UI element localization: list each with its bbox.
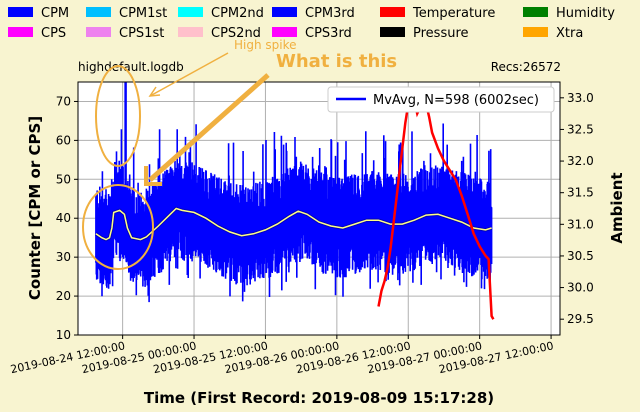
y2-tick-label: 33.0 (567, 91, 594, 105)
y2-axis-ticks: 29.5 30.0 30.5 31.0 31.5 32.0 32.5 33.0 (560, 91, 594, 326)
legend-label-humidity: Humidity (556, 6, 615, 21)
legend-swatch-cpm2nd (178, 7, 203, 17)
y2-tick-label: 32.0 (567, 154, 594, 168)
inner-legend-label: MvAvg, N=598 (6002sec) (373, 93, 539, 108)
legend-label-cpm: CPM (41, 6, 69, 21)
legend-label-cps1st: CPS1st (119, 26, 164, 41)
y2-tick-label: 30.5 (567, 249, 594, 263)
question-arrow (148, 73, 270, 182)
y-tick-label: 30 (56, 250, 71, 264)
y2-tick-label: 32.5 (567, 122, 594, 136)
plot-frame (77, 81, 561, 336)
filename-label: highdefault.logdb (78, 60, 184, 74)
legend-swatch-cps3rd (272, 27, 297, 37)
legend-swatch-pressure (380, 27, 405, 37)
series-mvavg (95, 207, 492, 241)
legend-swatch-humidity (523, 7, 548, 17)
annotations: High spike What is this (82, 38, 397, 270)
y-tick-label: 10 (56, 328, 71, 342)
legend-label-cpm2nd: CPM2nd (211, 6, 264, 21)
legend-label-cpm1st: CPM1st (119, 6, 167, 21)
legend-label-xtra: Xtra (556, 26, 583, 41)
legend-swatch-xtra (523, 27, 548, 37)
legend-swatch-cpm (8, 7, 33, 17)
spike-circle (95, 65, 141, 167)
y-tick-label: 60 (56, 133, 71, 147)
legend-label-cps3rd: CPS3rd (305, 26, 352, 41)
legend-label-cps2nd: CPS2nd (211, 26, 261, 41)
spike-annotation: High spike (234, 38, 297, 52)
legend-label-cps: CPS (41, 26, 66, 41)
legend-label-pressure: Pressure (413, 26, 469, 41)
legend-swatch-cps1st (86, 27, 111, 37)
legend-swatch-cps (8, 27, 33, 37)
question-annotation: What is this (276, 51, 397, 72)
y-tick-label: 70 (56, 94, 71, 108)
y2-axis-title: Ambient (608, 172, 626, 243)
legend-swatch-cpm1st (86, 7, 111, 17)
x-axis-title: Time (First Record: 2019-08-09 15:17:28) (144, 389, 494, 407)
y-tick-label: 50 (56, 172, 71, 186)
figure-legend: CPM CPM1st CPM2nd CPM3rd Temperature Humidity… (8, 6, 615, 41)
records-label: Recs:26572 (491, 60, 561, 74)
inner-legend: MvAvg, N=598 (6002sec) (327, 86, 555, 113)
legend-swatch-cpm3rd (272, 7, 297, 17)
spike-arrow (149, 52, 229, 97)
bump-circle (82, 184, 154, 270)
y2-tick-label: 31.5 (567, 186, 594, 200)
y2-tick-label: 30.0 (567, 281, 594, 295)
y-tick-label: 20 (56, 289, 71, 303)
question-arrowhead (144, 166, 162, 186)
legend-swatch-cps2nd (178, 27, 203, 37)
y-tick-label: 40 (56, 211, 71, 225)
legend-label-temperature: Temperature (412, 6, 495, 21)
legend-swatch-temperature (380, 7, 405, 17)
y-axis-ticks: 10 20 30 40 50 60 70 (56, 94, 78, 342)
spike-arrowhead (148, 86, 161, 97)
legend-label-cpm3rd: CPM3rd (305, 6, 355, 21)
y2-tick-label: 31.0 (567, 217, 594, 231)
y-axis-title: Counter [CPM or CPS] (26, 116, 44, 300)
y2-tick-label: 29.5 (567, 312, 594, 326)
